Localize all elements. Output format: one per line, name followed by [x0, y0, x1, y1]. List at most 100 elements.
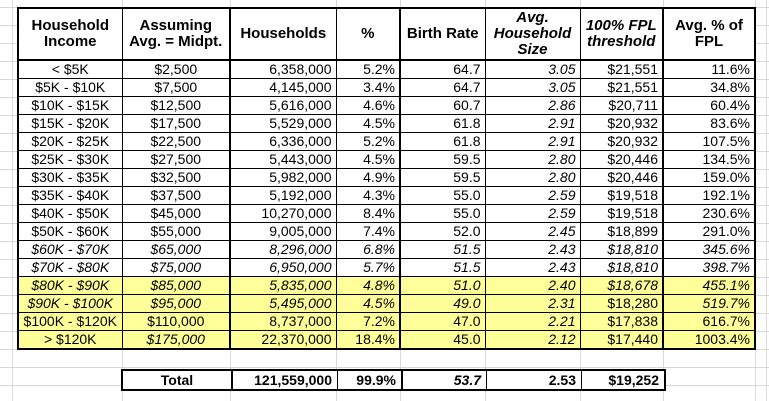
- table-cell[interactable]: $19,518: [579, 204, 664, 223]
- total-households-cell[interactable]: 121,559,000: [231, 371, 337, 389]
- table-cell[interactable]: 2.40: [484, 276, 581, 295]
- table-cell[interactable]: $37,500: [121, 186, 231, 205]
- table-cell[interactable]: 2.12: [484, 330, 581, 350]
- table-cell[interactable]: 5,982,000: [229, 168, 337, 187]
- table-cell[interactable]: 45.0: [399, 330, 486, 350]
- header-avg-pct-fpl[interactable]: Avg. % of FPL: [662, 7, 756, 61]
- table-cell[interactable]: 4.5%: [335, 150, 401, 169]
- total-household-size-cell[interactable]: 2.53: [486, 371, 581, 389]
- table-cell[interactable]: 60.7: [399, 96, 486, 115]
- total-fpl-threshold-cell[interactable]: $19,252: [581, 371, 664, 389]
- table-cell[interactable]: 10,270,000: [229, 204, 337, 223]
- header-avg-household-size[interactable]: Avg. Household Size: [484, 7, 581, 61]
- table-cell[interactable]: $19,518: [579, 186, 664, 205]
- table-cell[interactable]: $18,899: [579, 222, 664, 241]
- total-birth-rate-cell[interactable]: 53.7: [401, 371, 486, 389]
- table-cell[interactable]: 83.6%: [662, 114, 756, 133]
- table-cell[interactable]: $100K - $120K: [17, 312, 123, 331]
- table-cell[interactable]: 2.31: [484, 294, 581, 313]
- table-cell[interactable]: 2.86: [484, 96, 581, 115]
- table-cell[interactable]: 1003.4%: [662, 330, 756, 350]
- table-cell[interactable]: 5.2%: [335, 132, 401, 151]
- table-cell[interactable]: $65,000: [121, 240, 231, 259]
- table-cell[interactable]: 59.5: [399, 168, 486, 187]
- table-cell[interactable]: 398.7%: [662, 258, 756, 277]
- table-cell[interactable]: $15K - $20K: [17, 114, 123, 133]
- table-cell[interactable]: $17,500: [121, 114, 231, 133]
- table-cell[interactable]: $17,440: [579, 330, 664, 350]
- table-cell[interactable]: 55.0: [399, 204, 486, 223]
- table-cell[interactable]: $75,000: [121, 258, 231, 277]
- table-cell[interactable]: $40K - $50K: [17, 204, 123, 223]
- table-cell[interactable]: $45,000: [121, 204, 231, 223]
- table-cell[interactable]: 61.8: [399, 132, 486, 151]
- table-cell[interactable]: 134.5%: [662, 150, 756, 169]
- table-cell[interactable]: 107.5%: [662, 132, 756, 151]
- table-cell[interactable]: $12,500: [121, 96, 231, 115]
- table-cell[interactable]: 18.4%: [335, 330, 401, 350]
- table-cell[interactable]: 7.2%: [335, 312, 401, 331]
- table-cell[interactable]: 2.59: [484, 204, 581, 223]
- table-cell[interactable]: > $120K: [17, 330, 123, 350]
- table-cell[interactable]: < $5K: [17, 59, 123, 79]
- table-cell[interactable]: 6,336,000: [229, 132, 337, 151]
- table-cell[interactable]: $110,000: [121, 312, 231, 331]
- table-cell[interactable]: 455.1%: [662, 276, 756, 295]
- table-cell[interactable]: $85,000: [121, 276, 231, 295]
- table-cell[interactable]: 9,005,000: [229, 222, 337, 241]
- table-cell[interactable]: 11.6%: [662, 59, 756, 79]
- table-cell[interactable]: 8,296,000: [229, 240, 337, 259]
- table-cell[interactable]: 4.6%: [335, 96, 401, 115]
- table-cell[interactable]: 345.6%: [662, 240, 756, 259]
- header-households[interactable]: Households: [229, 7, 337, 61]
- table-cell[interactable]: 291.0%: [662, 222, 756, 241]
- table-cell[interactable]: $20,711: [579, 96, 664, 115]
- table-cell[interactable]: $17,838: [579, 312, 664, 331]
- table-cell[interactable]: 2.45: [484, 222, 581, 241]
- table-cell[interactable]: 5,495,000: [229, 294, 337, 313]
- table-cell[interactable]: $2,500: [121, 59, 231, 79]
- table-cell[interactable]: 4.9%: [335, 168, 401, 187]
- table-cell[interactable]: 2.43: [484, 240, 581, 259]
- table-cell[interactable]: $32,500: [121, 168, 231, 187]
- table-cell[interactable]: $20,446: [579, 150, 664, 169]
- table-cell[interactable]: 159.0%: [662, 168, 756, 187]
- table-cell[interactable]: 519.7%: [662, 294, 756, 313]
- table-cell[interactable]: $21,551: [579, 78, 664, 97]
- table-cell[interactable]: $25K - $30K: [17, 150, 123, 169]
- table-cell[interactable]: 8.4%: [335, 204, 401, 223]
- table-cell[interactable]: 64.7: [399, 78, 486, 97]
- table-cell[interactable]: 3.05: [484, 78, 581, 97]
- table-cell[interactable]: 61.8: [399, 114, 486, 133]
- table-cell[interactable]: 8,737,000: [229, 312, 337, 331]
- table-cell[interactable]: $18,810: [579, 240, 664, 259]
- table-cell[interactable]: $27,500: [121, 150, 231, 169]
- table-cell[interactable]: $35K - $40K: [17, 186, 123, 205]
- total-label-cell[interactable]: Total: [160, 372, 194, 388]
- table-cell[interactable]: 5.7%: [335, 258, 401, 277]
- table-cell[interactable]: 2.91: [484, 114, 581, 133]
- table-cell[interactable]: 5.2%: [335, 59, 401, 79]
- table-cell[interactable]: 51.0: [399, 276, 486, 295]
- table-cell[interactable]: 6.8%: [335, 240, 401, 259]
- table-cell[interactable]: $20,446: [579, 168, 664, 187]
- table-cell[interactable]: 47.0: [399, 312, 486, 331]
- table-cell[interactable]: 3.05: [484, 59, 581, 79]
- header-percent[interactable]: %: [335, 7, 401, 61]
- table-cell[interactable]: 2.91: [484, 132, 581, 151]
- table-cell[interactable]: $95,000: [121, 294, 231, 313]
- table-cell[interactable]: 4,145,000: [229, 78, 337, 97]
- table-cell[interactable]: 22,370,000: [229, 330, 337, 350]
- table-cell[interactable]: 5,835,000: [229, 276, 337, 295]
- table-cell[interactable]: $5K - $10K: [17, 78, 123, 97]
- table-cell[interactable]: $80K - $90K: [17, 276, 123, 295]
- table-cell[interactable]: 192.1%: [662, 186, 756, 205]
- table-cell[interactable]: 2.80: [484, 168, 581, 187]
- table-cell[interactable]: 4.3%: [335, 186, 401, 205]
- table-cell[interactable]: $7,500: [121, 78, 231, 97]
- table-cell[interactable]: 4.5%: [335, 114, 401, 133]
- table-cell[interactable]: 5,529,000: [229, 114, 337, 133]
- table-cell[interactable]: 2.59: [484, 186, 581, 205]
- table-cell[interactable]: 60.4%: [662, 96, 756, 115]
- table-cell[interactable]: $22,500: [121, 132, 231, 151]
